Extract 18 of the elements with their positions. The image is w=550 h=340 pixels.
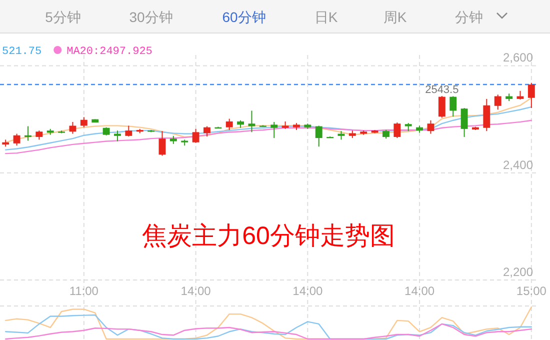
x-tick-label: 15:00 — [516, 284, 547, 298]
annotation: 521.75 — [2, 46, 42, 58]
text: 30分钟 — [129, 9, 173, 25]
x-tick-label: 14:00 — [292, 284, 323, 298]
x-tick-label: 14:00 — [180, 284, 212, 298]
x-tick-label: 14:00 — [404, 284, 435, 298]
text: 5分钟 — [45, 9, 81, 25]
legend-label: MA20:2497.925 — [66, 46, 152, 58]
y-tick-label: 2,600 — [502, 50, 534, 65]
text: 分钟 — [455, 9, 483, 25]
text: 60分钟 — [222, 9, 266, 25]
annotation: 2543.5 — [425, 84, 459, 96]
text: 周K — [383, 9, 408, 25]
text: 日K — [314, 9, 338, 25]
y-tick-label: 2,400 — [502, 158, 534, 172]
text: 焦炭主力60分钟走势图 — [142, 222, 395, 250]
x-tick-label: 11:00 — [69, 284, 99, 298]
y-tick-label: 2,200 — [502, 265, 534, 279]
